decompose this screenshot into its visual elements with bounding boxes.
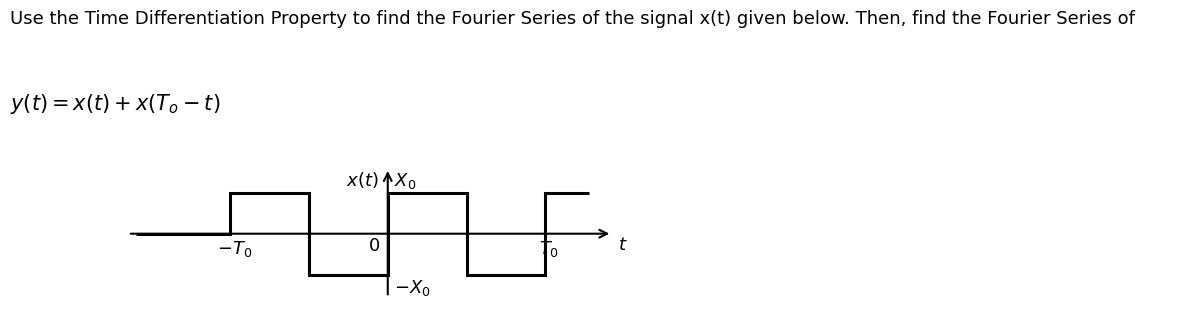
Text: $x(t)$: $x(t)$ bbox=[346, 170, 378, 190]
Text: $X_0$: $X_0$ bbox=[394, 171, 416, 191]
Text: $y(t) = x(t) + x(T_o-t)$: $y(t) = x(t) + x(T_o-t)$ bbox=[10, 92, 220, 116]
Text: $-T_0$: $-T_0$ bbox=[216, 239, 252, 258]
Text: $T_0$: $T_0$ bbox=[539, 239, 559, 258]
Text: $-X_0$: $-X_0$ bbox=[394, 278, 431, 298]
Text: $0$: $0$ bbox=[367, 237, 380, 255]
Text: Use the Time Differentiation Property to find the Fourier Series of the signal x: Use the Time Differentiation Property to… bbox=[10, 10, 1134, 28]
Text: $t$: $t$ bbox=[618, 236, 628, 254]
